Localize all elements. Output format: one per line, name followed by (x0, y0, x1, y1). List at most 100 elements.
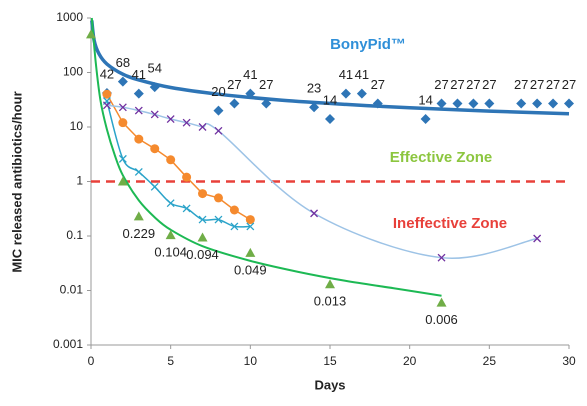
x-marker (102, 101, 111, 110)
data-label: 54 (147, 61, 161, 76)
triangle-marker (245, 247, 256, 257)
diamond-marker (548, 98, 559, 109)
x-marker (150, 182, 159, 191)
x-tick-label: 20 (403, 354, 417, 368)
trendline (90, 17, 442, 297)
annotation: BonyPid™ (330, 36, 406, 53)
diamond-marker (245, 88, 256, 99)
data-label: 27 (450, 77, 464, 92)
circle-marker (229, 205, 239, 215)
x-marker (198, 123, 207, 131)
data-label: 27 (466, 77, 480, 92)
x-axis-title: Days (314, 377, 345, 392)
x-marker (310, 209, 319, 218)
x-tick-label: 25 (483, 354, 497, 368)
diamond-marker (436, 98, 447, 109)
x-marker (182, 118, 191, 127)
diamond-marker (516, 98, 527, 109)
data-label: 27 (562, 77, 576, 92)
y-tick-label: 100 (63, 65, 83, 79)
data-label: 41 (243, 67, 257, 82)
diamond-marker (356, 88, 367, 99)
triangle-marker (133, 211, 144, 221)
circle-marker (134, 134, 144, 144)
x-marker (230, 222, 239, 231)
circle-marker (213, 193, 223, 203)
x-marker (182, 204, 191, 213)
triangle-marker (165, 230, 176, 240)
triangle-marker (436, 297, 447, 307)
data-label: 0.006 (425, 312, 458, 327)
y-tick-label: 1 (76, 174, 83, 188)
data-label: 68 (116, 55, 130, 70)
x-marker (533, 234, 542, 243)
series-line (106, 93, 251, 221)
data-label: 0.013 (314, 294, 347, 309)
diamond-marker (149, 82, 160, 93)
x-marker (166, 199, 175, 208)
diamond-marker (325, 114, 335, 125)
data-label: 0.049 (234, 262, 267, 277)
diamond-marker (117, 76, 128, 87)
x-marker (166, 115, 175, 123)
circle-marker (118, 118, 128, 128)
triangle-marker (86, 29, 96, 39)
data-label: 14 (418, 92, 432, 107)
circle-marker (150, 144, 160, 154)
y-tick-label: 10 (70, 119, 84, 133)
x-marker (134, 106, 143, 115)
annotation: Effective Zone (390, 149, 493, 166)
diamond-marker (309, 102, 320, 113)
series-line (106, 100, 251, 228)
data-label: 42 (100, 66, 114, 81)
diamond-marker (420, 114, 431, 125)
data-label: 27 (482, 77, 496, 92)
data-label: 41 (132, 67, 146, 82)
x-marker (134, 167, 143, 176)
data-label: 41 (339, 67, 353, 82)
x-tick-label: 5 (167, 354, 174, 368)
diamond-marker (133, 88, 144, 99)
data-label: 27 (546, 77, 560, 92)
x-tick-label: 10 (244, 354, 258, 368)
diamond-marker (229, 98, 240, 109)
annotation: Ineffective Zone (393, 215, 507, 232)
x-marker (118, 154, 127, 163)
data-label: 27 (371, 77, 385, 92)
circle-marker (245, 215, 255, 225)
circle-marker (198, 189, 208, 199)
diamond-marker (340, 88, 351, 99)
x-marker (437, 253, 446, 262)
x-marker (118, 103, 127, 112)
diamond-marker (452, 98, 463, 109)
data-label: 27 (259, 77, 273, 92)
data-label: 0.094 (186, 247, 219, 262)
x-tick-label: 15 (323, 354, 337, 368)
data-label: 27 (227, 77, 241, 92)
diamond-marker (468, 98, 479, 109)
y-tick-label: 0.001 (53, 337, 83, 351)
triangle-marker (197, 232, 208, 242)
y-tick-label: 1000 (56, 10, 83, 24)
data-label: 27 (514, 77, 528, 92)
x-tick-label: 30 (562, 354, 576, 368)
data-label: 20 (211, 84, 225, 99)
diamond-marker (484, 98, 495, 109)
triangle-marker (325, 279, 335, 289)
x-marker (214, 126, 223, 135)
data-label: 27 (530, 77, 544, 92)
data-label: 14 (323, 92, 337, 107)
circle-marker (166, 155, 176, 165)
data-label: 27 (434, 77, 448, 92)
x-tick-label: 0 (88, 354, 95, 368)
x-marker (198, 215, 207, 224)
y-tick-label: 0.1 (66, 228, 83, 242)
data-label: 0.229 (123, 226, 156, 241)
x-marker (246, 222, 255, 231)
diamond-marker (372, 98, 383, 109)
circle-marker (102, 89, 112, 99)
data-label: 0.104 (154, 245, 187, 260)
diamond-marker (261, 98, 272, 109)
y-tick-label: 0.01 (60, 283, 84, 297)
